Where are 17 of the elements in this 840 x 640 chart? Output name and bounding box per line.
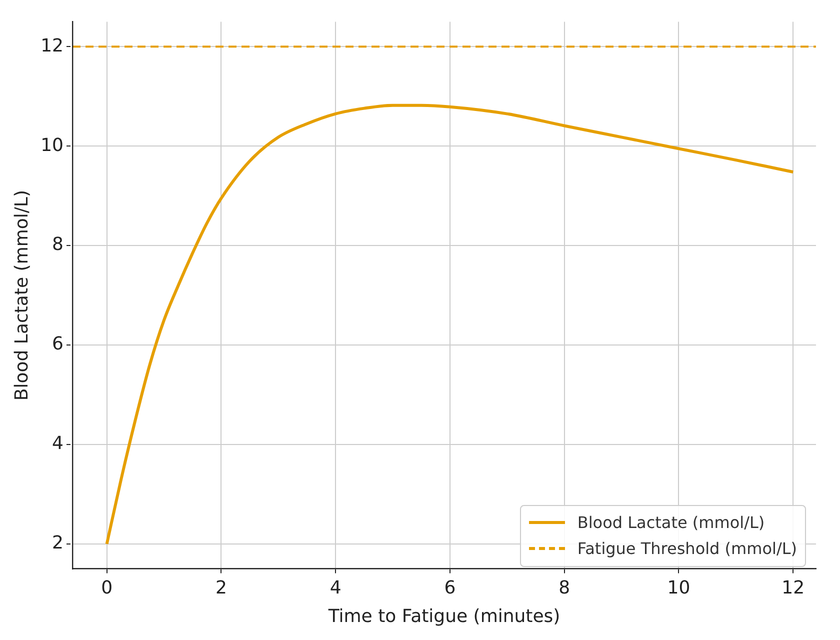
x-tick-label: 8 (558, 577, 570, 598)
x-tick-label: 0 (101, 577, 113, 598)
x-axis-title: Time to Fatigue (minutes) (327, 606, 560, 627)
legend-label: Blood Lactate (mmol/L) (577, 513, 765, 532)
y-tick-label: 10 (40, 134, 64, 156)
y-tick-label: 12 (40, 35, 64, 56)
y-tick-label: 2 (52, 532, 64, 554)
x-tick-label: 6 (444, 577, 456, 598)
x-tick-label: 10 (667, 577, 690, 598)
y-axis-title: Blood Lactate (mmol/L) (11, 190, 32, 401)
y-tick-label: 4 (52, 433, 64, 454)
x-tick-label: 4 (330, 577, 342, 598)
y-tick-label: 6 (52, 334, 64, 355)
x-tick-label: 12 (782, 577, 805, 598)
legend-label: Fatigue Threshold (mmol/L) (577, 539, 797, 558)
y-tick-label: 8 (52, 234, 64, 256)
x-tick-label: 2 (215, 577, 227, 598)
